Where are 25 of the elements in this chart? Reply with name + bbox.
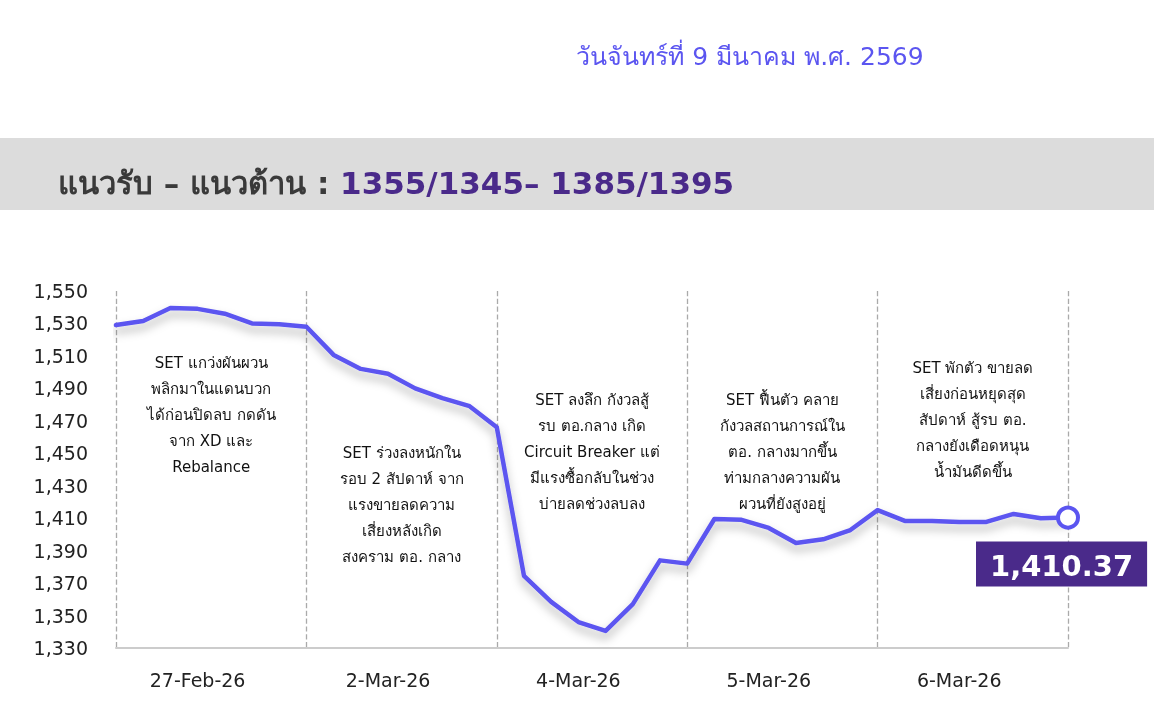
y-tick-label: 1,330 [33, 637, 88, 659]
annotation: SET แกว่งผันผวน พลิกมาในแดนบวก ได้ก่อนปิดลบ กดดัน จาก XD และ Rebalance [145, 354, 276, 476]
y-tick-label: 1,390 [33, 539, 88, 562]
y-tick-label: 1,470 [33, 409, 88, 432]
chart-subtitle: วันจันทร์ที่ 9 มีนาคม พ.ศ. 2569 [575, 38, 925, 73]
chart-title: แนวรับ – แนวต้าน : 1355/1345– 1385/1395 [58, 164, 735, 203]
y-tick-label: 1,430 [33, 474, 88, 497]
y-tick-label: 1,410 [33, 507, 88, 530]
x-tick-label: 4-Mar-26 [536, 668, 621, 691]
y-tick-label: 1,550 [33, 280, 88, 302]
y-tick-label: 1,510 [33, 344, 88, 367]
annotation: SET ร่วงลงหนักใน รอบ 2 สัปดาห์ จาก แรงขายลดความ เสี่ยงหลังเกิด สงคราม ตอ. กลาง [339, 444, 464, 566]
x-tick-label: 5-Mar-26 [726, 668, 812, 691]
x-tick-label: 2-Mar-26 [345, 668, 431, 691]
y-tick-label: 1,350 [33, 604, 88, 627]
y-tick-label: 1,530 [33, 312, 88, 335]
x-tick-label: 27-Feb-26 [149, 668, 246, 691]
y-tick-label: 1,450 [33, 442, 88, 465]
y-tick-label: 1,370 [33, 572, 88, 595]
annotation: SET ฟื้นตัว คลาย กังวลสถานการณ์ใน ตอ. กลางมากขึ้น ท่ามกลางความผัน ผวนที่ยังสูงอยู่ [719, 389, 845, 513]
data-label: 1,410.37 [990, 549, 1134, 584]
x-tick-label: 6-Mar-26 [916, 668, 1002, 691]
y-tick-label: 1,490 [33, 377, 88, 400]
annotation: SET ลงลึก กังวลสู้ รบ ตอ.กลาง เกิด Circuit Breaker แต่ มีแรงซื้อกลับในช่วง บ่ายลดช่วงลบลง [524, 391, 660, 513]
annotation: SET พักตัว ขายลด เสี่ยงก่อนหยุดสุด สัปดาห์ สู้รบ ตอ. กลางยังเดือดหนุน น้ำมันดีดขึ้น [912, 359, 1034, 481]
